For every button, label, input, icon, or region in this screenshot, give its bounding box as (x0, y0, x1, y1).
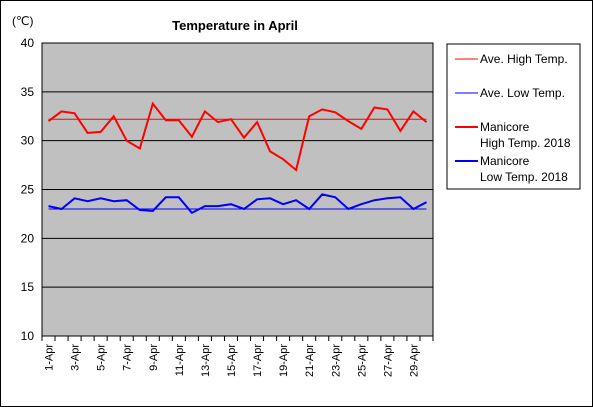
legend-label: Ave. Low Temp. (480, 86, 565, 100)
legend-entries: Ave. High Temp. Ave. Low Temp. Manicore Hig… (455, 52, 571, 184)
x-tick-label: 23-Apr (330, 344, 342, 377)
legend (446, 43, 581, 190)
y-tick-label: 20 (21, 231, 35, 245)
x-tick-label: 9-Apr (148, 344, 160, 371)
y-tick-label: 10 (21, 329, 35, 343)
x-tick-label: 11-Apr (174, 344, 186, 377)
x-tick-label: 25-Apr (356, 344, 368, 377)
legend-label: Low Temp. 2018 (480, 170, 568, 184)
x-tick-label: 21-Apr (304, 344, 316, 377)
y-tick-label: 15 (21, 280, 35, 294)
y-tick-label: 25 (21, 183, 35, 197)
x-axis-ticks: 1-Apr 3-Apr 5-Apr 7-Apr 9-Apr 11-Apr 13-Apr 15-… (41, 336, 434, 377)
legend-label: High Temp. 2018 (480, 136, 571, 150)
x-tick-label: 15-Apr (226, 344, 238, 377)
y-tick-label: 30 (21, 134, 35, 148)
chart-title: Temperature in April (172, 18, 298, 33)
x-tick-label: 13-Apr (200, 344, 212, 377)
series-line-3 (47, 101, 428, 172)
series-line-4 (48, 193, 427, 215)
unit-label: (℃) (12, 14, 33, 28)
series-lines (47, 101, 428, 215)
x-tick-label: 29-Apr (408, 344, 420, 377)
gridlines (42, 91, 433, 288)
legend-label: Ave. High Temp. (480, 52, 568, 66)
x-tick-label: 27-Apr (382, 344, 394, 377)
legend-label: Manicore (480, 120, 530, 134)
x-tick-label: 3-Apr (70, 344, 82, 371)
legend-label: Manicore (480, 154, 530, 168)
y-axis-ticks: 10 15 20 25 30 35 40 (21, 36, 35, 343)
y-tick-label: 40 (21, 36, 35, 50)
x-tick-label: 1-Apr (44, 344, 56, 371)
x-tick-label: 17-Apr (252, 344, 264, 377)
y-tick-label: 35 (21, 85, 35, 99)
x-tick-label: 5-Apr (96, 344, 108, 371)
x-tick-label: 19-Apr (278, 344, 290, 377)
x-tick-label: 7-Apr (122, 344, 134, 371)
